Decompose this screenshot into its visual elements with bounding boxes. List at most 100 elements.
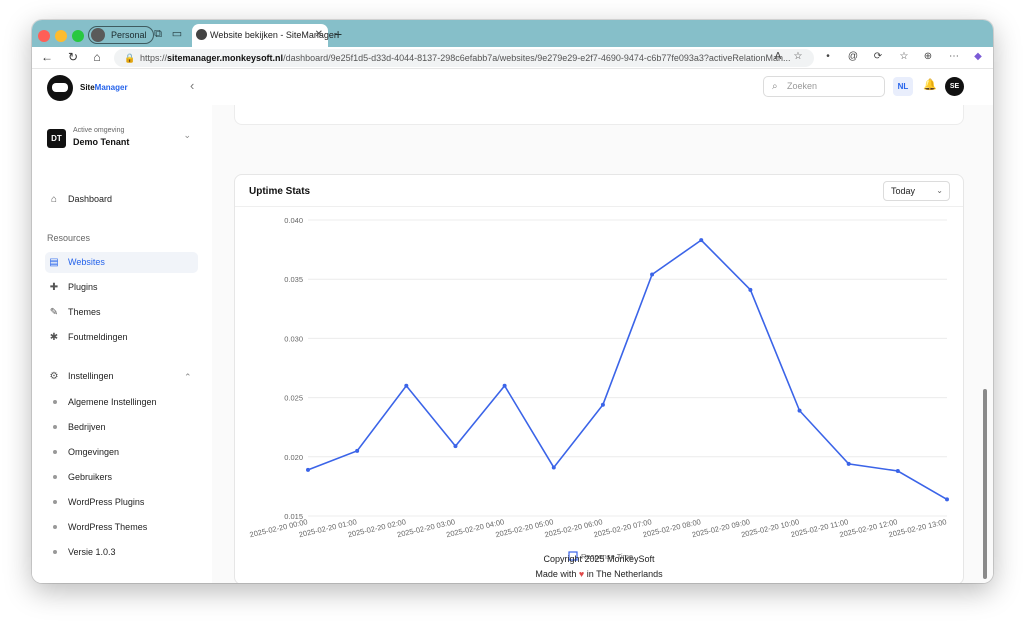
sidebar-item-instellingen[interactable]: ⚙ Instellingen: [45, 366, 198, 387]
tenant-badge: DT: [47, 129, 66, 148]
url-scheme: https://: [140, 53, 168, 63]
tab-actions-icon[interactable]: ▭: [171, 28, 183, 40]
address-bar[interactable]: 🔒 https://sitemanager.monkeysoft.nl/dash…: [114, 49, 814, 67]
minimize-window-button[interactable]: [55, 30, 67, 42]
bullet-icon: [53, 400, 57, 404]
legend-label: Response Time: [581, 552, 633, 561]
sidebar-item-themes[interactable]: ✎ Themes: [45, 302, 198, 323]
favicon-icon: [196, 29, 207, 40]
sidebar-item-websites[interactable]: ▤ Websites: [45, 252, 198, 273]
y-tick-label: 0.025: [284, 394, 303, 403]
card-header: Uptime Stats Today ⌄: [235, 175, 963, 207]
y-tick-label: 0.035: [284, 275, 303, 284]
tenant-switcher[interactable]: DT Active omgeving Demo Tenant ⌄: [47, 127, 197, 153]
user-avatar[interactable]: SE: [945, 77, 964, 96]
settings-item-versie[interactable]: Versie 1.0.3: [68, 547, 116, 557]
settings-item-gebruikers[interactable]: Gebruikers: [68, 472, 113, 482]
close-window-button[interactable]: [38, 30, 50, 42]
app-viewport: SiteManager ‹ DT Active omgeving Demo Te…: [32, 69, 993, 583]
bullet-icon: [53, 475, 57, 479]
settings-item-algemene[interactable]: Algemene Instellingen: [68, 397, 157, 407]
browser-toolbar: ← ↻ ⌂ 🔒 https://sitemanager.monkeysoft.n…: [32, 47, 993, 69]
sidebar-item-plugins[interactable]: ✚ Plugins: [45, 277, 198, 298]
bullet-icon: [53, 450, 57, 454]
page-scrollbar[interactable]: [983, 389, 987, 579]
new-tab-button[interactable]: +: [334, 26, 343, 42]
data-point: [600, 402, 605, 407]
uptime-line-chart: 0.0400.0350.0300.0250.0200.0152025-02-20…: [249, 216, 949, 561]
settings-item-wp-plugins[interactable]: WordPress Plugins: [68, 497, 145, 507]
sitemanager-logo[interactable]: SiteManager: [47, 75, 135, 101]
chevron-down-icon: ⌄: [936, 186, 943, 195]
close-tab-icon[interactable]: ✕: [314, 29, 323, 40]
logo-suffix: Manager: [94, 83, 128, 92]
search-input[interactable]: ⌕ Zoeken: [763, 76, 885, 97]
data-point: [945, 497, 949, 502]
collections-icon[interactable]: ⊕: [923, 51, 933, 62]
brush-icon: ✎: [49, 307, 59, 318]
data-point: [404, 383, 409, 388]
read-aloud-icon[interactable]: A: [774, 51, 782, 62]
bullet-icon: [53, 425, 57, 429]
footer-copyright: Copyright 2025 MonkeySoft: [543, 554, 655, 564]
card-title: Uptime Stats: [249, 186, 311, 197]
settings-icon: ⚙: [49, 371, 59, 382]
language-switcher[interactable]: NL: [893, 77, 913, 96]
legend-swatch: [568, 551, 578, 561]
period-value: Today: [891, 186, 916, 196]
sidebar-item-dashboard[interactable]: ⌂ Dashboard: [45, 189, 198, 210]
home-icon[interactable]: ⌂: [93, 50, 101, 64]
data-point: [650, 272, 655, 277]
sidebar-item-label: Plugins: [68, 282, 98, 292]
extension-puzzle-icon[interactable]: ⟳: [873, 51, 883, 62]
url-path: /dashboard/9e25f1d5-d33d-4044-8137-298c6…: [283, 53, 791, 63]
profile-label: Personal: [111, 30, 147, 40]
favorite-star-icon[interactable]: ☆: [793, 51, 803, 62]
data-point: [797, 408, 802, 413]
data-point: [895, 469, 900, 474]
data-point: [551, 465, 556, 470]
extension-icon[interactable]: •: [826, 51, 830, 62]
profile-avatar-icon: [91, 28, 105, 42]
data-point: [306, 467, 310, 472]
data-point: [846, 461, 851, 466]
extension-at-icon[interactable]: @: [847, 51, 859, 62]
sidebar-item-foutmeldingen[interactable]: ✱ Foutmeldingen: [45, 327, 198, 348]
footer-made-with: Made with ♥ in The Netherlands: [212, 569, 986, 579]
y-tick-label: 0.030: [284, 334, 303, 343]
data-point: [748, 287, 753, 292]
browser-tab-active[interactable]: Website bekijken - SiteManager ✕: [192, 24, 337, 47]
settings-item-wp-themes[interactable]: WordPress Themes: [68, 522, 148, 532]
made-with-text: Made with: [535, 569, 577, 579]
sidebar-item-label: Dashboard: [68, 194, 113, 204]
profile-button[interactable]: Personal: [88, 26, 154, 44]
websites-icon: ▤: [49, 257, 59, 268]
bell-icon[interactable]: 🔔: [923, 79, 937, 91]
search-icon: ⌕: [772, 81, 778, 92]
copilot-icon[interactable]: ◆: [974, 51, 982, 62]
bullet-icon: [53, 550, 57, 554]
more-menu-icon[interactable]: ⋯: [949, 51, 959, 62]
y-tick-label: 0.015: [284, 512, 303, 521]
chevron-down-icon: ⌄: [183, 130, 191, 140]
bullet-icon: [53, 500, 57, 504]
favorites-icon[interactable]: ☆: [899, 51, 909, 62]
refresh-icon[interactable]: ↻: [67, 50, 79, 64]
browser-titlebar: Personal ⧉ ▭ Website bekijken - SiteMana…: [32, 20, 993, 47]
workspaces-icon[interactable]: ⧉: [154, 28, 162, 40]
collapse-sidebar-icon[interactable]: ‹: [190, 78, 195, 93]
period-select[interactable]: Today ⌄: [883, 181, 950, 201]
settings-item-omgevingen[interactable]: Omgevingen: [68, 447, 120, 457]
tenant-caption: Active omgeving: [73, 127, 125, 134]
back-icon[interactable]: ←: [41, 50, 53, 64]
uptime-stats-card: Uptime Stats Today ⌄ 0.040 0.035 0.030 0.02…: [234, 174, 964, 583]
maximize-window-button[interactable]: [72, 30, 84, 42]
puzzle-icon: ✚: [49, 282, 59, 293]
settings-item-bedrijven[interactable]: Bedrijven: [68, 422, 106, 432]
location-text: in The Netherlands: [586, 569, 663, 579]
monkey-logo-icon: [47, 75, 73, 101]
tenant-name: Demo Tenant: [73, 137, 130, 147]
y-tick-label: 0.020: [284, 453, 303, 462]
data-point: [355, 448, 360, 453]
chevron-up-icon[interactable]: ⌃: [184, 372, 192, 382]
